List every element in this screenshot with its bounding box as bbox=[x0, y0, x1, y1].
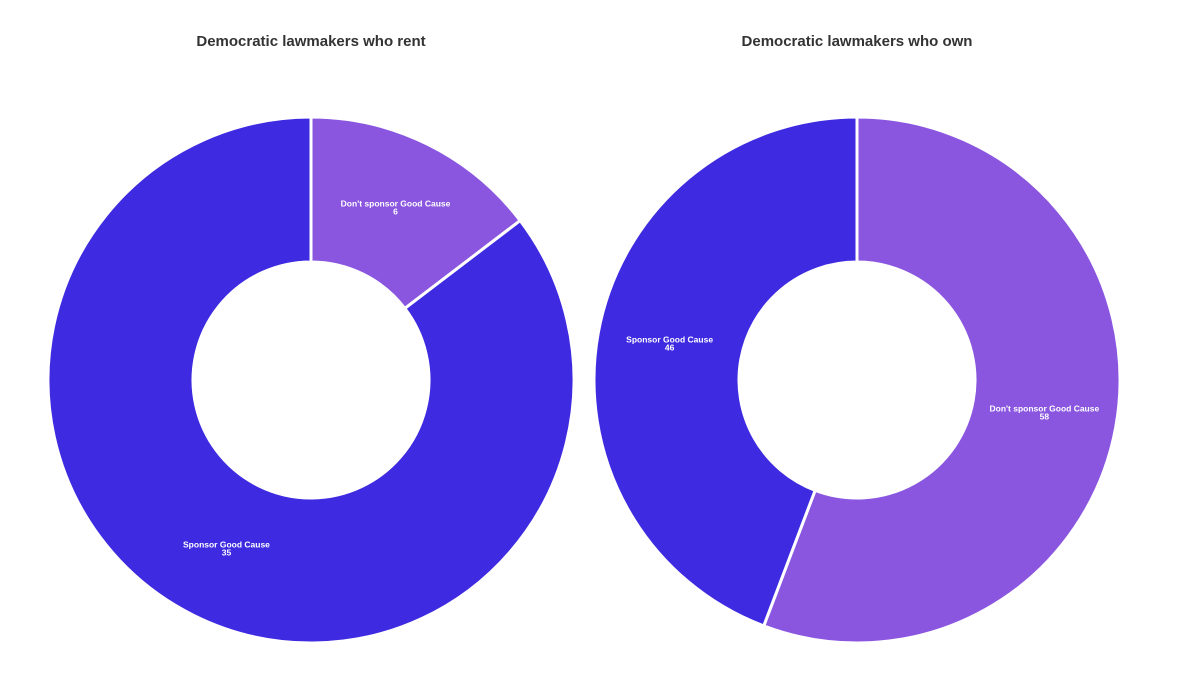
slice-label: Don't sponsor Good Cause bbox=[990, 403, 1100, 413]
slice-label: Sponsor Good Cause bbox=[183, 540, 270, 550]
slice-label: Don't sponsor Good Cause bbox=[341, 198, 451, 208]
slice-value: 35 bbox=[222, 548, 232, 558]
slice-value: 46 bbox=[665, 343, 675, 353]
chart-title: Democratic lawmakers who own bbox=[742, 33, 973, 50]
donut-slice bbox=[309, 115, 522, 310]
donut-slice bbox=[592, 115, 859, 628]
slice-value: 6 bbox=[393, 206, 398, 216]
donut-slice bbox=[762, 115, 1122, 645]
donut-slice bbox=[46, 115, 576, 645]
slice-value: 58 bbox=[1040, 411, 1050, 421]
chart-title: Democratic lawmakers who rent bbox=[196, 33, 425, 50]
slice-label: Sponsor Good Cause bbox=[626, 335, 713, 345]
